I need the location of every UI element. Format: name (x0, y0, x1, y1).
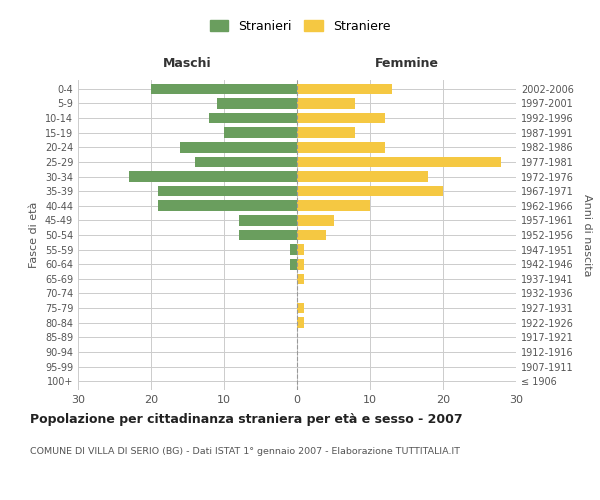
Bar (297, 274, 304, 284)
Text: COMUNE DI VILLA DI SERIO (BG) - Dati ISTAT 1° gennaio 2007 - Elaborazione TUTTIT: COMUNE DI VILLA DI SERIO (BG) - Dati IST… (30, 448, 460, 456)
Bar (297, 128, 355, 138)
Bar (290, 259, 297, 270)
Text: Popolazione per cittadinanza straniera per età e sesso - 2007: Popolazione per cittadinanza straniera p… (30, 412, 463, 426)
Y-axis label: Fasce di età: Fasce di età (29, 202, 39, 268)
Bar (158, 186, 297, 196)
Bar (297, 259, 304, 270)
Y-axis label: Anni di nascita: Anni di nascita (582, 194, 592, 276)
Bar (297, 318, 304, 328)
Text: Femmine: Femmine (374, 57, 439, 70)
Legend: Stranieri, Straniere: Stranieri, Straniere (206, 16, 394, 37)
Bar (297, 186, 443, 196)
Bar (217, 98, 297, 108)
Bar (290, 244, 297, 255)
Bar (297, 200, 370, 211)
Bar (224, 128, 297, 138)
Bar (158, 200, 297, 211)
Bar (297, 303, 304, 314)
Bar (129, 171, 297, 182)
Text: Maschi: Maschi (163, 57, 212, 70)
Bar (297, 84, 392, 94)
Bar (239, 230, 297, 240)
Bar (239, 215, 297, 226)
Bar (151, 84, 297, 94)
Bar (297, 98, 355, 108)
Bar (297, 244, 304, 255)
Bar (209, 113, 297, 124)
Bar (297, 113, 385, 124)
Bar (297, 142, 385, 152)
Bar (297, 156, 502, 167)
Bar (195, 156, 297, 167)
Bar (180, 142, 297, 152)
Bar (297, 215, 334, 226)
Bar (297, 230, 326, 240)
Bar (297, 171, 428, 182)
